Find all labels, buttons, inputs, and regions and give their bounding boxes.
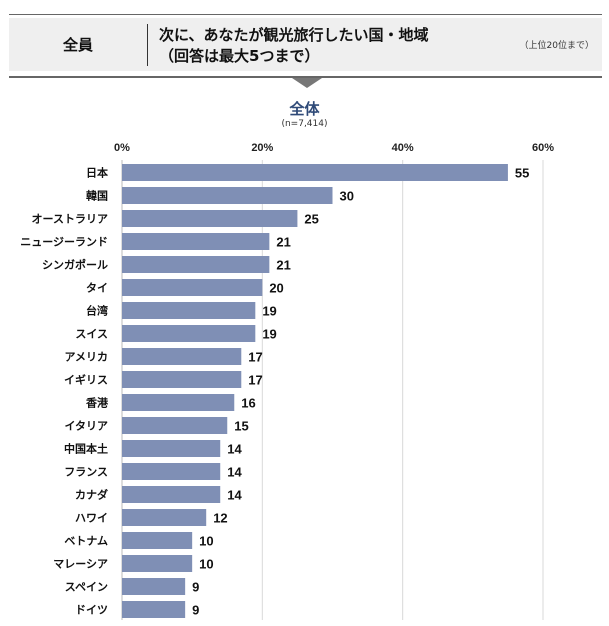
category-label: ベトナム	[64, 535, 108, 548]
data-label: 16	[241, 396, 255, 411]
category-label: スペイン	[65, 581, 108, 594]
data-label: 17	[248, 373, 262, 388]
category-label: 台湾	[86, 304, 108, 318]
segment-label: 全員	[62, 36, 93, 54]
bar	[122, 578, 186, 595]
bar	[122, 440, 221, 457]
category-label: 香港	[85, 396, 109, 410]
data-label: 17	[248, 350, 262, 365]
category-label: タイ	[86, 282, 108, 295]
category-label: ドイツ	[75, 604, 108, 617]
bar	[122, 463, 221, 480]
down-triangle-icon	[292, 78, 322, 88]
header-divider	[147, 24, 148, 66]
data-label: 20	[269, 281, 283, 296]
category-label: 中国本土	[64, 442, 108, 456]
data-label: 14	[227, 465, 242, 480]
x-tick-label: 0%	[114, 142, 130, 154]
question-text-line2: （回答は最大5つまで）	[159, 47, 320, 65]
bar	[122, 325, 256, 342]
category-label: ニュージーランド	[20, 236, 108, 249]
bar	[122, 164, 508, 181]
bar	[122, 555, 193, 572]
bar	[122, 486, 221, 503]
category-label: 日本	[86, 166, 108, 180]
category-label: シンガポール	[42, 258, 108, 272]
data-label: 30	[340, 189, 354, 204]
header-bottom-rule	[9, 76, 602, 78]
bar	[122, 532, 193, 549]
question-note: （上位20位まで）	[519, 41, 594, 51]
category-label: フランス	[64, 466, 108, 479]
bar	[122, 601, 186, 618]
bar	[122, 394, 235, 411]
bar	[122, 371, 242, 388]
question-header: 全員 次に、あなたが観光旅行したい国・地域 （回答は最大5つまで） （上位20位…	[9, 18, 602, 71]
bar	[122, 210, 298, 227]
category-label: ハワイ	[75, 512, 108, 525]
data-label: 19	[262, 304, 276, 319]
x-tick-label: 40%	[392, 142, 414, 154]
header-top-rule	[9, 14, 602, 15]
category-label: マレーシア	[53, 558, 108, 571]
category-label: イギリス	[64, 373, 108, 387]
data-label: 55	[515, 166, 529, 181]
bar	[122, 279, 263, 296]
data-label: 9	[192, 603, 199, 618]
data-label: 21	[276, 235, 290, 250]
category-label: イタリア	[64, 420, 108, 433]
category-label: アメリカ	[65, 351, 108, 364]
data-label: 14	[227, 488, 242, 503]
bar	[122, 348, 242, 365]
data-label: 10	[199, 557, 213, 572]
bar	[122, 302, 256, 319]
category-label: スイス	[75, 328, 108, 341]
data-label: 10	[199, 534, 213, 549]
category-label: オーストラリア	[32, 213, 108, 226]
x-tick-label: 20%	[251, 142, 273, 154]
data-label: 12	[213, 511, 227, 526]
question-text-line1: 次に、あなたが観光旅行したい国・地域	[159, 26, 429, 44]
data-label: 21	[276, 258, 290, 273]
data-label: 14	[227, 442, 242, 457]
chart-subtitle: (n=7,414)	[281, 119, 328, 129]
category-label: カナダ	[75, 488, 108, 502]
x-tick-label: 60%	[532, 142, 554, 154]
bar	[122, 417, 228, 434]
bar	[122, 509, 207, 526]
data-label: 25	[304, 212, 318, 227]
bar	[122, 233, 270, 250]
chart-title: 全体	[289, 100, 320, 118]
data-label: 19	[262, 327, 276, 342]
bar	[122, 187, 333, 204]
data-label: 9	[192, 580, 199, 595]
category-label: 韓国	[86, 189, 108, 203]
data-label: 15	[234, 419, 248, 434]
bar	[122, 256, 270, 273]
